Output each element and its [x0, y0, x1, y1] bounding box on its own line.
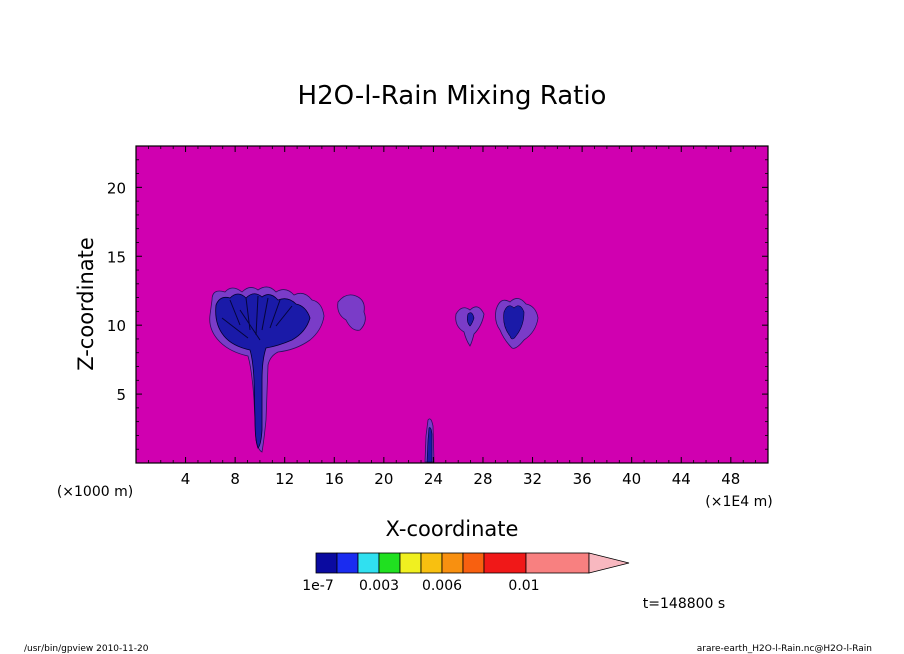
colorbar-label: 0.003	[359, 578, 399, 594]
colorbar-label: 0.006	[422, 578, 462, 594]
x-tick-label: 48	[721, 470, 740, 488]
colorbar-swatch	[525, 552, 590, 574]
colorbar-swatch	[315, 552, 338, 574]
cloud-2-outer	[455, 306, 485, 347]
x-tick-label: 4	[181, 470, 191, 488]
cloud-fragment-shape	[337, 294, 366, 331]
x-tick-label: 8	[230, 470, 240, 488]
colorbar-label: 1e-7	[302, 578, 333, 594]
colorbar-swatch	[378, 552, 401, 574]
storm-1-core	[215, 293, 311, 449]
colorbar-swatch	[336, 552, 359, 574]
colorbar-label: 0.01	[508, 578, 539, 594]
x-tick-label: 16	[325, 470, 344, 488]
colorbar-swatch	[357, 552, 380, 574]
colorbar-swatch	[399, 552, 422, 574]
colorbar-swatch	[483, 552, 527, 574]
x-tick-label: 28	[473, 470, 492, 488]
x-tick-label: 12	[275, 470, 294, 488]
x-tick-label: 40	[622, 470, 641, 488]
cloud-2-core	[467, 312, 475, 327]
x-tick-label: 20	[374, 470, 393, 488]
colorbar-swatch	[420, 552, 443, 574]
colorbar-swatch	[441, 552, 464, 574]
colorbar-extend-arrow	[588, 552, 630, 574]
time-label: t=148800 s	[643, 596, 725, 612]
y-unit-label: (×1000 m)	[57, 484, 133, 500]
y-axis-ticks: 5 10 15 20	[107, 159, 768, 450]
plot-frame	[135, 145, 769, 464]
y-tick-label: 5	[116, 386, 126, 404]
x-tick-label: 24	[424, 470, 443, 488]
chart-title: H2O-l-Rain Mixing Ratio	[298, 81, 607, 111]
storm-1-streaks	[221, 295, 293, 341]
x-tick-label: 36	[573, 470, 592, 488]
rain-shaft-core	[426, 427, 433, 463]
colorbar-swatch	[462, 552, 485, 574]
colorbar	[315, 552, 630, 574]
y-tick-label: 10	[107, 317, 126, 335]
x-axis-label: X-coordinate	[386, 517, 519, 541]
x-tick-label: 32	[523, 470, 542, 488]
footer-right: arare-earth_H2O-l-Rain.nc@H2O-l-Rain	[697, 644, 872, 654]
y-tick-label: 15	[107, 248, 126, 266]
cloud-features	[209, 286, 539, 463]
x-unit-label: (×1E4 m)	[705, 494, 772, 510]
y-tick-label: 20	[107, 179, 126, 197]
footer-left: /usr/bin/gpview 2010-11-20	[24, 644, 149, 654]
cloud-3-core	[503, 305, 525, 340]
y-axis-label: Z-coordinate	[74, 237, 98, 371]
colorbar-labels: 1e-7 0.003 0.006 0.01	[302, 578, 539, 594]
x-axis-ticks: 4 8 12 16 20 24 28 32 36 40 44 48	[147, 146, 757, 488]
x-tick-label: 44	[672, 470, 691, 488]
